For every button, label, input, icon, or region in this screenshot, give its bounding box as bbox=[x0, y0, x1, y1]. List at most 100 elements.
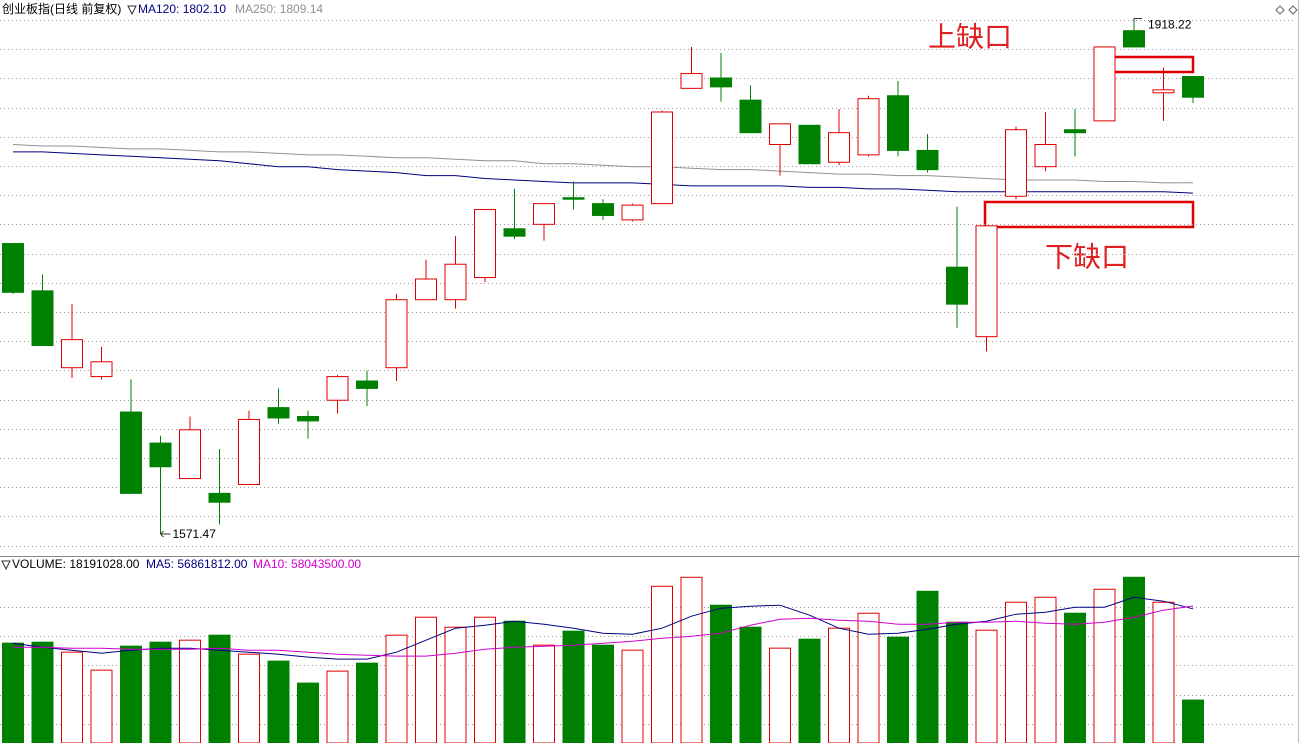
volume-bar bbox=[916, 590, 939, 743]
candle-body bbox=[1152, 89, 1175, 94]
candle-body bbox=[1005, 129, 1027, 197]
candle-body bbox=[1182, 76, 1204, 98]
volume-bar bbox=[592, 644, 614, 743]
ma-line bbox=[12, 144, 1194, 184]
volume-bar bbox=[503, 620, 526, 743]
volume-bar bbox=[710, 604, 732, 743]
volume-bar bbox=[2, 642, 24, 743]
candle-body bbox=[149, 442, 172, 468]
candle-body bbox=[415, 278, 437, 301]
volume-bar bbox=[149, 641, 172, 743]
legend-entry: MA10: 58043500.00 bbox=[253, 557, 361, 571]
candle-body bbox=[1093, 46, 1116, 122]
candle-body bbox=[238, 418, 260, 485]
legend-entry: VOLUME: 18191028.00 bbox=[12, 557, 140, 571]
candle-body bbox=[533, 203, 555, 225]
menu-icon[interactable] bbox=[127, 5, 137, 16]
candle-body bbox=[1123, 30, 1145, 48]
candle-body bbox=[503, 228, 526, 237]
low-label: 1571.47 bbox=[173, 527, 217, 541]
gap-box bbox=[983, 200, 1195, 229]
pointer bbox=[160, 530, 171, 538]
candle-body bbox=[267, 407, 290, 419]
legend-entry: MA120: 1802.10 bbox=[138, 2, 226, 16]
volume-bar bbox=[651, 585, 673, 743]
volume-bar bbox=[975, 629, 998, 743]
volume-bar bbox=[356, 662, 378, 743]
candle-body bbox=[2, 243, 24, 293]
candle-body bbox=[1034, 144, 1057, 168]
ma-line bbox=[13, 151, 1194, 194]
candle-body bbox=[887, 95, 909, 151]
volume-bar bbox=[1005, 601, 1027, 743]
pointer bbox=[1133, 17, 1142, 22]
volume-bar bbox=[297, 682, 319, 743]
toggle-icon[interactable] bbox=[1275, 5, 1285, 15]
candle-body bbox=[621, 204, 644, 221]
volume-bar bbox=[238, 653, 260, 743]
candle-body bbox=[1064, 129, 1086, 134]
candle-body bbox=[828, 132, 850, 163]
menu-icon[interactable] bbox=[1, 560, 11, 571]
candle-body bbox=[916, 149, 939, 171]
volume-bar bbox=[385, 634, 408, 743]
legend-entry: MA250: 1809.14 bbox=[235, 2, 323, 16]
volume-bar bbox=[444, 626, 467, 743]
candle-body bbox=[297, 415, 319, 422]
toggle-icon[interactable] bbox=[1288, 5, 1298, 15]
candle-body bbox=[739, 99, 762, 134]
volume-bar bbox=[533, 644, 555, 743]
candle-body bbox=[857, 98, 880, 156]
ma-line bbox=[12, 596, 1194, 660]
volume-bar bbox=[946, 621, 968, 743]
volume-bar bbox=[739, 626, 762, 743]
volume-bar bbox=[1182, 699, 1204, 743]
candle-body bbox=[61, 339, 83, 369]
volume-bar bbox=[120, 645, 142, 743]
candle-body bbox=[90, 361, 113, 378]
candle-body bbox=[385, 299, 408, 369]
candle-body bbox=[208, 492, 231, 503]
candle-body bbox=[444, 263, 467, 301]
volume-bar bbox=[621, 649, 644, 743]
volume-bar bbox=[31, 641, 54, 743]
volume-bar bbox=[415, 616, 437, 743]
ma-line bbox=[13, 605, 1194, 657]
candle-body bbox=[120, 411, 142, 494]
candle-body bbox=[769, 123, 791, 146]
volume-bar bbox=[208, 634, 231, 743]
volume-bar bbox=[267, 660, 290, 743]
volume-bar bbox=[1093, 588, 1116, 743]
candle-body bbox=[680, 73, 703, 89]
volume-bar bbox=[1123, 576, 1145, 743]
candle-body bbox=[474, 209, 496, 279]
legend-entry: MA5: 56861812.00 bbox=[146, 557, 248, 571]
volume-bar bbox=[90, 669, 113, 743]
volume-bar bbox=[562, 630, 585, 743]
candle-body bbox=[592, 203, 614, 216]
annotation: 上缺口 bbox=[928, 21, 1012, 53]
volume-bar bbox=[61, 651, 83, 743]
volume-bar bbox=[326, 670, 349, 743]
high-label: 1918.22 bbox=[1148, 18, 1192, 32]
volume-bar bbox=[474, 616, 496, 743]
chart-title: 创业板指(日线 前复权) bbox=[2, 1, 121, 16]
candle-body bbox=[975, 225, 998, 338]
volume-bar bbox=[798, 638, 821, 743]
volume-bar bbox=[1034, 596, 1057, 743]
annotation: 下缺口 bbox=[1045, 241, 1129, 273]
volume-bar bbox=[1152, 601, 1175, 743]
candle-body bbox=[31, 290, 54, 347]
candle-body bbox=[798, 124, 821, 165]
candle-body bbox=[179, 429, 201, 480]
candle-body bbox=[326, 376, 349, 401]
candle-body bbox=[710, 77, 732, 88]
volume-bar bbox=[680, 576, 703, 743]
candle-body bbox=[562, 197, 585, 200]
volume-bar bbox=[1064, 612, 1086, 743]
volume-bar bbox=[887, 636, 909, 743]
volume-bar bbox=[828, 627, 850, 743]
volume-bar bbox=[769, 647, 791, 743]
candle-body bbox=[946, 266, 968, 305]
